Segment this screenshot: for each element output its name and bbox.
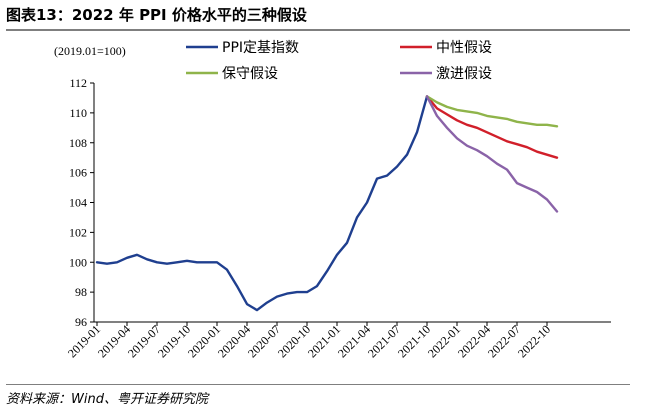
x-tick-label: 2022-01 xyxy=(425,322,463,360)
source-note: 资料来源：Wind、粤开证券研究院 xyxy=(6,392,208,407)
x-tick-label: 2021-07 xyxy=(365,322,403,360)
legend-label-3: 激进假设 xyxy=(436,65,492,82)
y-tick-label: 112 xyxy=(69,76,87,90)
x-tick-label: 2020-01 xyxy=(185,322,223,360)
y-tick-label: 102 xyxy=(69,225,87,239)
x-tick-label: 2021-04 xyxy=(335,322,373,360)
y-tick-label: 108 xyxy=(69,136,87,150)
y-tick-label: 104 xyxy=(69,196,87,210)
x-tick-label: 2022-10 xyxy=(515,322,553,360)
legend-label-0: PPI定基指数 xyxy=(222,39,299,56)
source-divider xyxy=(6,384,630,385)
x-tick-label: 2021-10 xyxy=(395,322,433,360)
x-tick-label: 2019-04 xyxy=(95,322,133,360)
x-tick-label: 2020-04 xyxy=(215,322,253,360)
x-tick-label: 2019-07 xyxy=(125,322,163,360)
series-line-1 xyxy=(425,95,559,159)
x-tick-label: 2022-07 xyxy=(485,322,523,360)
legend-label-1: 中性假设 xyxy=(436,40,492,56)
title-divider xyxy=(6,29,630,31)
series-line-0 xyxy=(95,95,429,312)
y-tick-label: 96 xyxy=(75,315,87,329)
x-tick-label: 2022-04 xyxy=(455,322,493,360)
x-tick-label: 2019-10 xyxy=(155,322,193,360)
x-tick-label: 2020-10 xyxy=(275,322,313,360)
y-tick-label: 100 xyxy=(69,255,87,269)
x-tick-label: 2021-01 xyxy=(305,322,343,360)
y-tick-label: 98 xyxy=(75,285,87,299)
y-tick-label: 106 xyxy=(69,166,87,180)
unit-label: (2019.01=100) xyxy=(54,44,126,58)
x-tick-label: 2020-07 xyxy=(245,322,283,360)
series-line-3 xyxy=(425,95,559,213)
chart-title: 图表13：2022 年 PPI 价格水平的三种假设 xyxy=(6,6,307,24)
legend-label-2: 保守假设 xyxy=(222,66,278,82)
series-line-2 xyxy=(425,95,559,128)
y-tick-label: 110 xyxy=(69,106,87,120)
